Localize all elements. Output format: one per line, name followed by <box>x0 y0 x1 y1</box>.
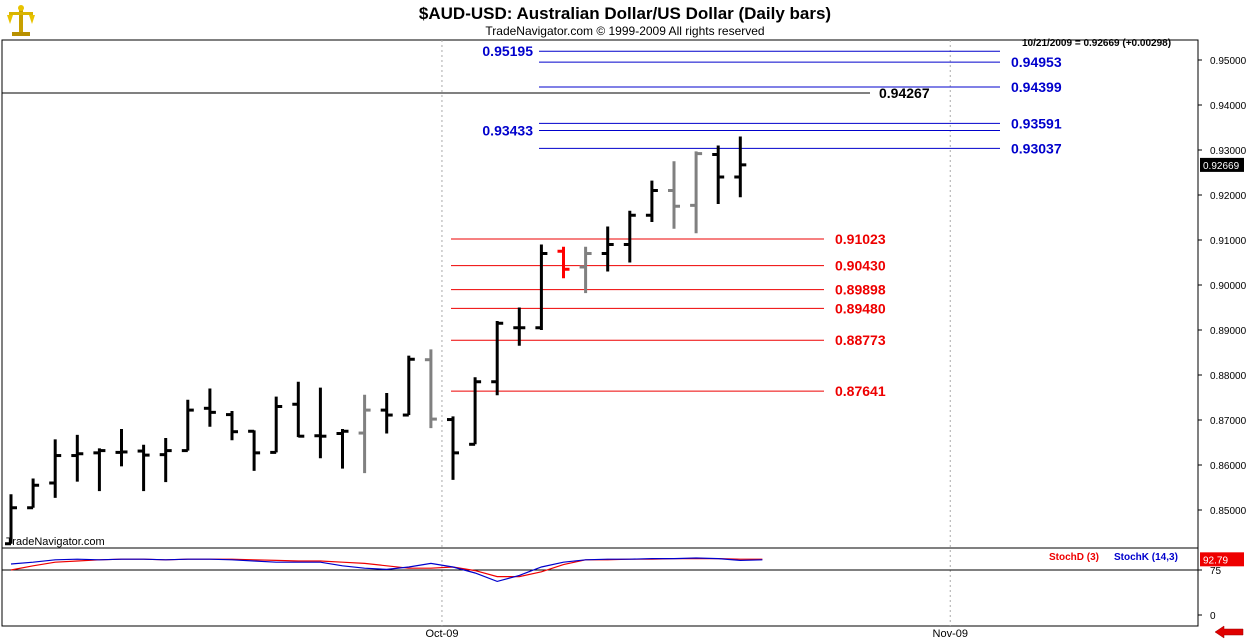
level-label: 0.95195 <box>482 43 533 59</box>
price-readout: 10/21/2009 = 0.92669 (+0.00298) <box>1022 38 1172 49</box>
stoch-last-value-box <box>1200 552 1244 567</box>
y-tick-label: 0.91000 <box>1210 236 1247 247</box>
y-tick-label: 0.86000 <box>1210 461 1247 472</box>
level-label: 0.94953 <box>1011 54 1062 70</box>
x-tick-label: Nov-09 <box>933 628 968 640</box>
scales-icon[interactable] <box>4 4 38 38</box>
y-tick-label: 0.87000 <box>1210 416 1247 427</box>
y-tick-label: 0.93000 <box>1210 146 1247 157</box>
level-label: 0.91023 <box>835 231 886 247</box>
level-label: 0.93591 <box>1011 115 1062 131</box>
y-tick-label: 0.95000 <box>1210 56 1247 67</box>
y-tick-label: 0.88000 <box>1210 371 1247 382</box>
legend-stochd: StochD (3) <box>1049 552 1099 563</box>
y-tick-label: 0.89000 <box>1210 326 1247 337</box>
y-tick-label: 0.92000 <box>1210 191 1247 202</box>
level-label: 0.93433 <box>482 123 533 139</box>
y-tick-label: 0.94000 <box>1210 101 1247 112</box>
stoch-tick-label: 0 <box>1210 611 1216 622</box>
level-label: 0.93037 <box>1011 140 1062 156</box>
stoch-last-value-label: 92.79 <box>1203 555 1228 566</box>
chart-title: $AUD-USD: Australian Dollar/US Dollar (D… <box>418 4 832 23</box>
level-label: 0.90430 <box>835 258 886 274</box>
stoch-tick-label: 75 <box>1210 566 1222 577</box>
level-label: 0.88773 <box>835 332 886 348</box>
y-tick-label: 0.90000 <box>1210 281 1247 292</box>
plot-frame <box>1 39 1199 627</box>
stoch-series-line <box>10 557 763 578</box>
horizontal-line-label: 0.94267 <box>879 85 930 101</box>
level-label: 0.89898 <box>835 282 886 298</box>
x-tick-label: Oct-09 <box>425 628 458 640</box>
watermark: TradeNavigator.com <box>6 536 105 548</box>
last-price-box <box>1200 157 1244 172</box>
copyright-notice: TradeNavigator.com © 1999-2009 All right… <box>485 24 765 38</box>
last-price-label: 0.92669 <box>1203 161 1240 172</box>
stoch-series-line <box>10 557 763 583</box>
legend-stochk: StochK (14,3) <box>1114 552 1178 563</box>
level-label: 0.89480 <box>835 300 886 316</box>
level-label: 0.94399 <box>1011 79 1062 95</box>
left-arrow-icon[interactable] <box>1214 625 1244 639</box>
level-label: 0.87641 <box>835 383 886 399</box>
y-tick-label: 0.85000 <box>1210 506 1247 517</box>
